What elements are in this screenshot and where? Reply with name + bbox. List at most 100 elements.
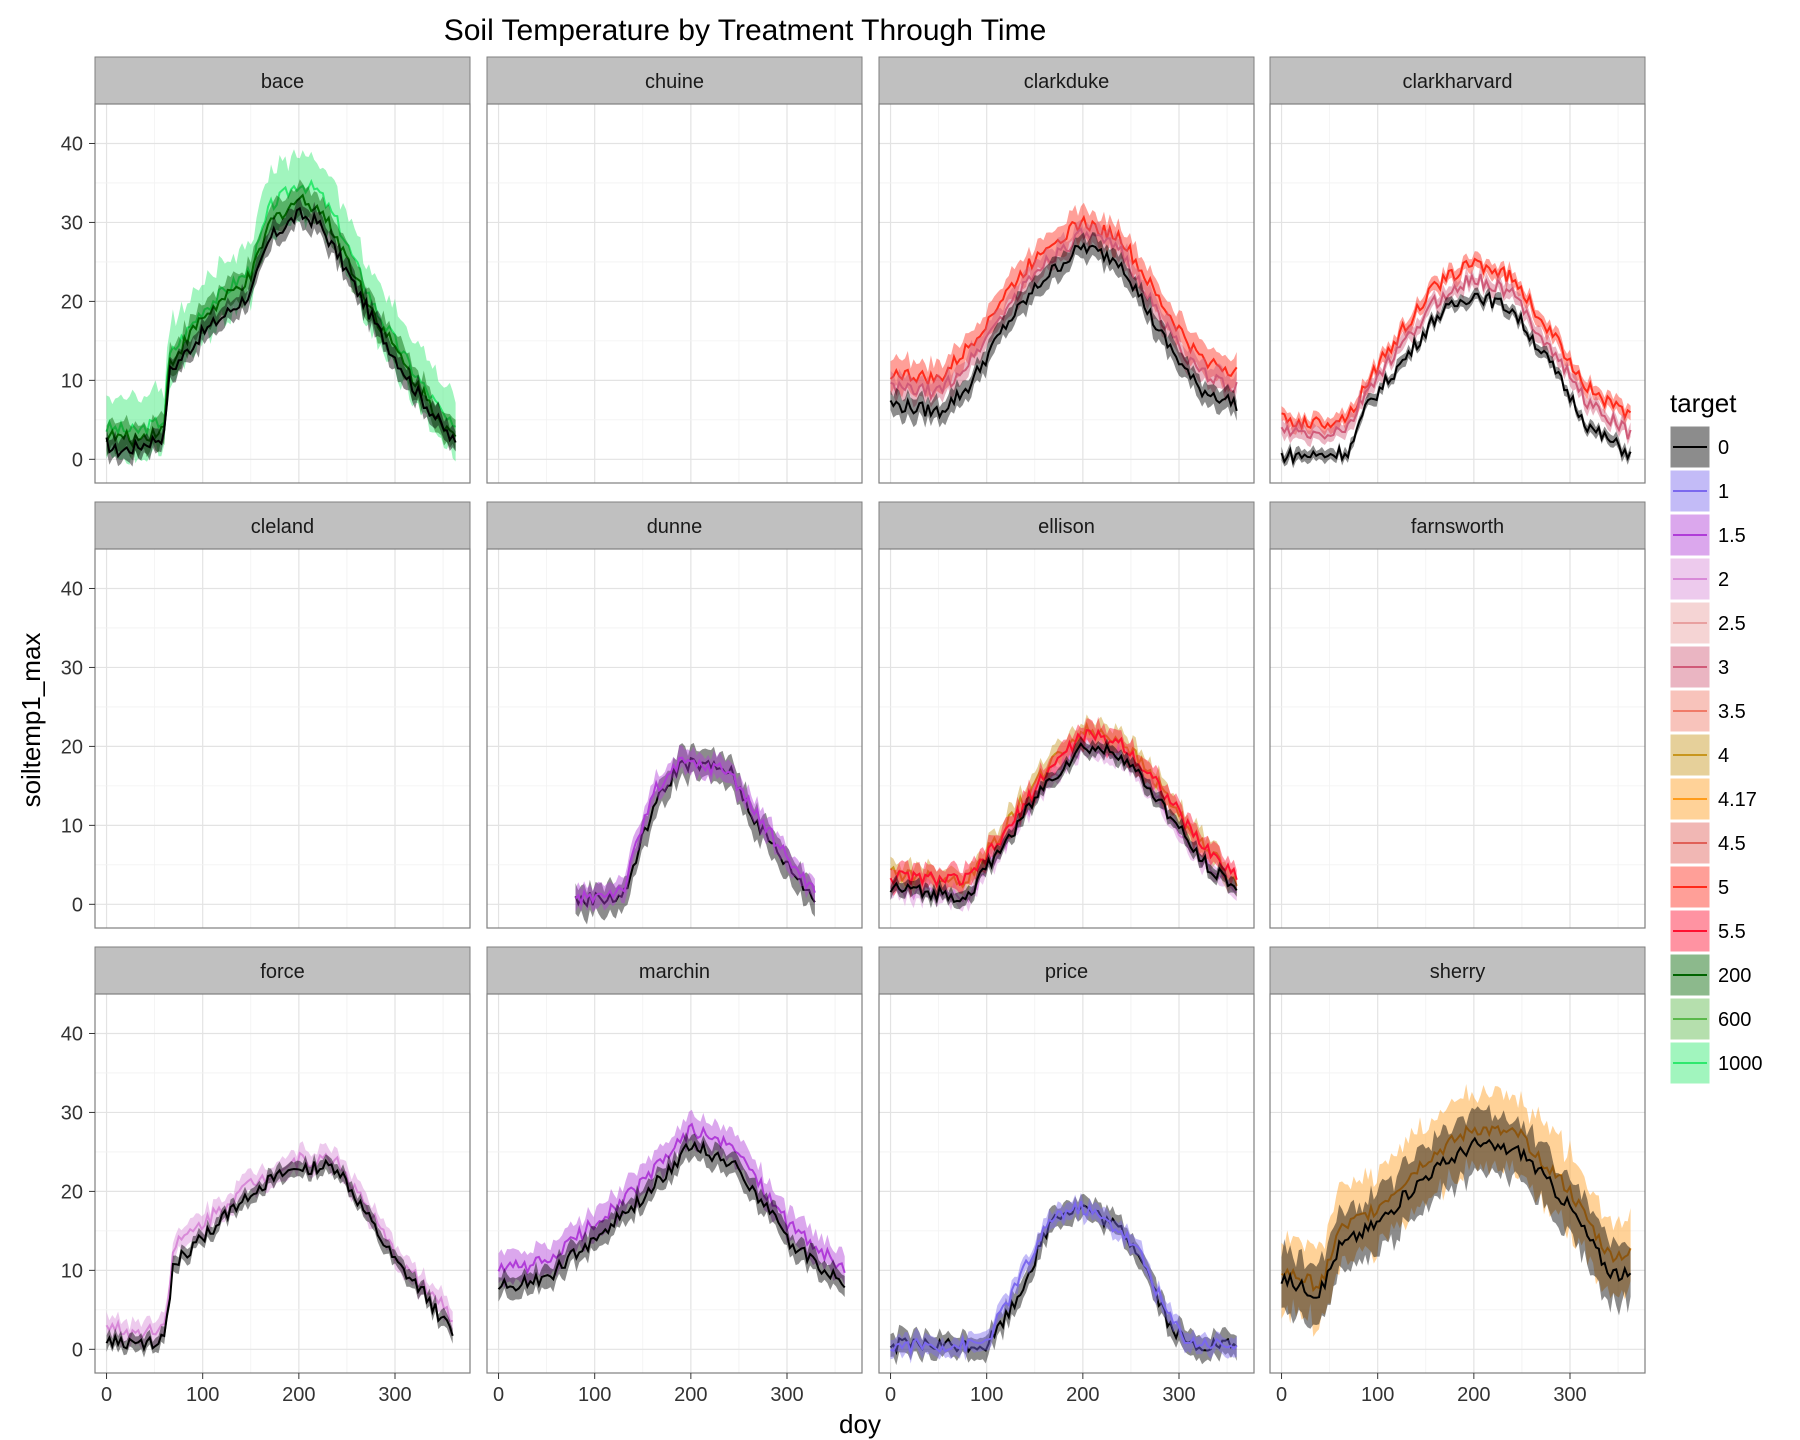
panel-border — [878, 548, 1255, 929]
y-tick-label: 40 — [61, 578, 83, 600]
y-tick-label: 30 — [61, 657, 83, 679]
x-tick-label: 200 — [282, 1384, 315, 1406]
facet-strip — [1269, 56, 1646, 105]
legend-label: 5 — [1718, 877, 1729, 899]
panel-border — [1269, 993, 1646, 1374]
y-tick-label: 20 — [61, 1181, 83, 1203]
y-tick-label: 40 — [61, 1023, 83, 1045]
line-clarkduke-5 — [889, 214, 1238, 388]
x-tick-label: 300 — [770, 1384, 803, 1406]
legend-entry-4-17: 4.17 — [1669, 777, 1757, 821]
gridlines — [1270, 103, 1645, 483]
legend-entry-600: 600 — [1669, 997, 1751, 1041]
legend-label: 2.5 — [1718, 613, 1746, 635]
x-tick-label: 200 — [1457, 1384, 1490, 1406]
panel-border — [1269, 548, 1646, 929]
legend-entry-2-5: 2.5 — [1669, 601, 1746, 645]
ribbon-bace-1000 — [106, 149, 456, 465]
facet-chuine: chuine — [486, 56, 863, 484]
legend-label: 1 — [1718, 481, 1729, 503]
legend-entry-4-5: 4.5 — [1669, 821, 1746, 865]
x-tick-label: 0 — [1276, 1384, 1287, 1406]
line-price-1 — [890, 1200, 1238, 1357]
line-sherry-4.17 — [1280, 1124, 1632, 1293]
x-tick-label: 100 — [578, 1384, 611, 1406]
chart-title: Soil Temperature by Treatment Through Ti… — [444, 14, 1047, 47]
panel-border — [94, 993, 471, 1374]
legend-label: 1.5 — [1718, 525, 1746, 547]
y-axis-label: soiltemp1_max — [16, 633, 46, 808]
ribbon-sherry-0 — [1281, 1104, 1631, 1329]
gridlines — [879, 103, 1254, 483]
panel-border — [94, 103, 471, 484]
y-tick-label: 30 — [61, 212, 83, 234]
line-dunne-1.5 — [574, 756, 816, 907]
legend-entry-4: 4 — [1669, 733, 1729, 777]
gridlines — [487, 103, 862, 483]
legend-entry-1000: 1000 — [1669, 1041, 1763, 1085]
facet-strip — [878, 946, 1255, 995]
facet-strip — [878, 501, 1255, 550]
plot-panel — [95, 549, 470, 928]
line-marchin-0 — [497, 1140, 846, 1292]
facet-clarkduke: clarkduke — [878, 56, 1255, 484]
plot-panel — [1270, 549, 1645, 928]
line-clarkduke-0 — [889, 241, 1238, 420]
line-clarkduke-3 — [890, 227, 1238, 402]
plot-panel — [487, 549, 862, 928]
facet-strip — [94, 946, 471, 995]
x-tick-label: 0 — [101, 1384, 112, 1406]
ribbon-price-1 — [890, 1192, 1237, 1364]
line-clarkharvard-5 — [1281, 257, 1632, 432]
plot-panel — [879, 994, 1254, 1373]
gridlines — [487, 993, 862, 1373]
facet-strip — [1269, 946, 1646, 995]
line-ellison-0 — [889, 742, 1238, 904]
panel-border — [1269, 103, 1646, 484]
panel-border — [486, 103, 863, 484]
x-tick-label: 100 — [186, 1384, 219, 1406]
ribbon-bace-0 — [106, 197, 456, 467]
x-axis-label: doy — [839, 1409, 881, 1439]
legend-entry-5-5: 5.5 — [1669, 909, 1746, 953]
ribbon-force-0 — [106, 1153, 453, 1358]
facet-bace: bace 0 10 20 30 40 — [61, 56, 471, 484]
ribbon-clarkduke-3 — [890, 219, 1237, 408]
facet-force: force 0 10 20 30 40 0 100 200 300 — [61, 946, 471, 1406]
ribbon-sherry-4.17 — [1281, 1084, 1631, 1337]
facet-strip — [94, 56, 471, 105]
facet-label: price — [1045, 961, 1088, 983]
facet-label: bace — [261, 71, 304, 93]
y-tick-label: 0 — [72, 449, 83, 471]
x-tick-label: 0 — [885, 1384, 896, 1406]
legend-entry-0: 0 — [1669, 425, 1729, 469]
legend-label: 3 — [1718, 657, 1729, 679]
line-bace-0 — [105, 206, 457, 459]
line-force-0 — [105, 1158, 454, 1353]
ribbon-price-0 — [890, 1193, 1237, 1366]
legend-label: 1000 — [1718, 1053, 1763, 1075]
x-tick-label: 300 — [378, 1384, 411, 1406]
x-tick-label: 300 — [1162, 1384, 1195, 1406]
legend-entry-5: 5 — [1669, 865, 1729, 909]
y-tick-label: 40 — [61, 133, 83, 155]
legend-label: 600 — [1718, 1009, 1751, 1031]
panel-border — [878, 103, 1255, 484]
line-ellison-4 — [889, 721, 1238, 889]
facet-label: clarkduke — [1024, 71, 1110, 93]
facet-sherry: sherry 0 100 200 300 — [1269, 946, 1646, 1406]
legend-entry-1-5: 1.5 — [1669, 513, 1746, 557]
facet-grid: bace 0 10 20 30 40 chuine clarkduke clarkharvard… — [61, 56, 1646, 1406]
legend-label: 2 — [1718, 569, 1729, 591]
facet-label: sherry — [1430, 961, 1486, 983]
legend-label: 0 — [1718, 437, 1729, 459]
facet-marchin: marchin 0 100 200 300 — [486, 946, 863, 1406]
facet-label: ellison — [1038, 516, 1095, 538]
legend-entry-3: 3 — [1669, 645, 1729, 689]
ribbon-ellison-4 — [890, 714, 1237, 899]
ribbon-clarkharvard-3 — [1281, 264, 1631, 448]
panel-border — [486, 993, 863, 1374]
facet-label: dunne — [647, 516, 703, 538]
facet-ellison: ellison — [878, 501, 1255, 929]
